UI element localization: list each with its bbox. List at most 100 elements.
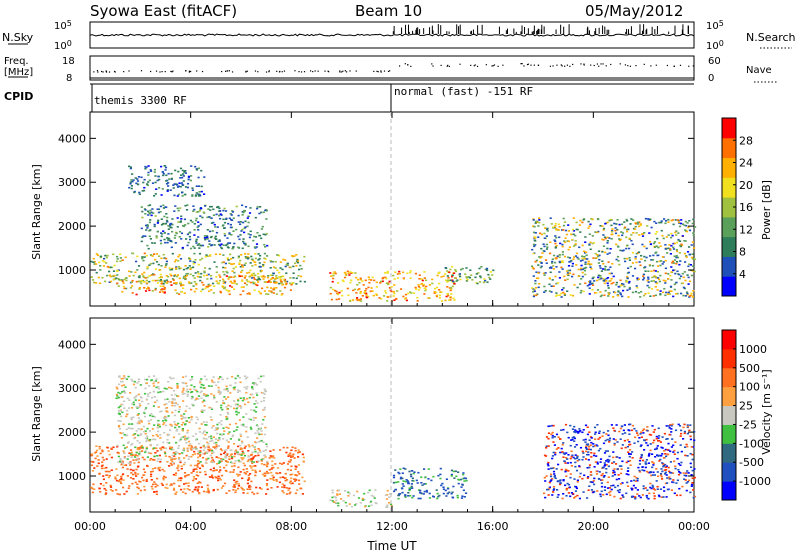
heat-cell [631,291,634,294]
heat-cell [543,250,546,253]
heat-cell [251,462,254,464]
heat-cell [186,447,189,450]
heat-cell [183,438,187,440]
nave-point [150,70,152,73]
heat-cell [207,385,211,387]
heat-cell [640,456,643,458]
heat-cell [205,431,208,434]
heat-cell [223,482,227,485]
heat-cell [147,395,150,398]
heat-cell [545,262,548,264]
heat-cell [669,450,672,453]
heat-cell [179,479,182,482]
heat-cell [249,230,252,233]
heat-cell [682,426,685,429]
heat-cell [113,264,116,267]
heat-cell [222,278,225,281]
heat-cell [664,448,667,451]
heat-cell [173,274,176,276]
heat-cell [181,247,184,250]
heat-cell [653,428,656,431]
heat-cell [232,263,235,265]
heat-cell [128,165,131,168]
colorbar-tick-label: 4 [739,268,746,281]
heat-cell [601,466,605,469]
heat-cell [96,465,99,467]
heat-cell [142,430,145,433]
heat-cell [689,435,692,438]
heat-cell [633,427,636,430]
heat-cell [284,280,287,283]
heat-cell [148,275,151,277]
heat-cell [573,256,576,258]
heat-cell [243,398,246,401]
heat-cell [614,229,617,232]
heat-cell [484,268,487,271]
heat-cell [169,484,172,487]
heat-cell [543,454,547,457]
heat-cell [427,478,430,480]
heat-cell [205,254,208,256]
heat-cell [239,448,242,451]
heat-cell [239,435,242,437]
heat-cell [596,289,600,291]
heat-cell [673,449,676,452]
heat-cell [583,250,586,253]
heat-cell [243,227,246,230]
heat-cell [549,217,552,219]
heat-cell [197,221,200,223]
heat-cell [617,291,620,293]
heat-cell [601,260,604,263]
heat-cell [247,221,250,224]
heat-cell [151,438,154,441]
heat-cell [288,481,292,484]
heat-cell [140,447,143,449]
heat-cell [639,223,642,225]
heat-cell [561,245,564,248]
heat-cell [616,245,620,248]
heat-cell [249,488,252,490]
heat-cell [195,240,198,242]
heat-cell [212,425,215,427]
heat-cell [393,284,396,286]
nave-point [629,65,632,67]
heat-cell [278,254,281,257]
heat-cell [119,457,122,460]
heat-cell [129,181,132,183]
heat-cell [156,484,159,487]
heat-cell [186,186,189,189]
heat-cell [454,269,457,271]
heat-cell [643,439,646,441]
heat-cell [656,445,659,447]
heat-cell [151,255,154,257]
heat-cell [553,254,556,257]
heat-cell [164,264,168,266]
heat-cell [579,219,582,222]
heat-cell [174,472,178,474]
heat-cell [148,204,152,206]
heat-cell [197,185,200,187]
heat-cell [263,472,266,475]
heat-cell [181,428,184,430]
heat-cell [163,238,166,241]
heat-cell [667,234,670,236]
heat-cell [626,275,629,278]
heat-cell [132,403,136,406]
heat-cell [92,483,95,486]
heat-cell [621,482,624,484]
heat-cell [347,495,350,497]
heat-cell [205,458,208,460]
heat-cell [241,450,244,453]
heat-cell [215,271,218,274]
heat-cell [176,195,179,197]
heat-cell [295,277,298,280]
heat-cell [235,413,238,416]
heat-cell [177,464,180,467]
ytick-label: 3000 [58,382,86,395]
heat-cell [612,296,615,298]
heat-cell [192,285,195,287]
heat-cell [422,283,425,286]
heat-cell [597,250,601,252]
heat-cell [683,430,686,433]
heat-cell [363,498,366,501]
